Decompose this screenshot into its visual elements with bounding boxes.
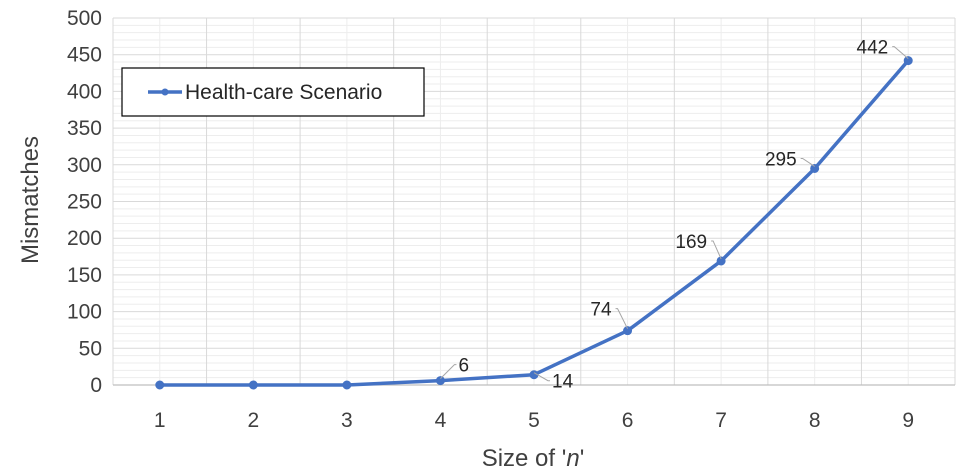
data-point bbox=[810, 163, 820, 173]
data-point bbox=[903, 56, 913, 66]
data-label: 14 bbox=[552, 372, 574, 393]
data-label: 295 bbox=[765, 149, 797, 170]
data-point bbox=[435, 376, 445, 386]
data-point bbox=[716, 256, 726, 266]
x-axis-title-suffix: ' bbox=[580, 445, 585, 472]
x-tick-label: 2 bbox=[247, 409, 259, 432]
y-tick-label: 250 bbox=[67, 191, 102, 214]
data-label-leader bbox=[615, 308, 629, 329]
y-tick-label: 200 bbox=[67, 227, 102, 250]
x-tick-label: 9 bbox=[902, 409, 914, 432]
y-tick-label: 100 bbox=[67, 301, 102, 324]
data-label-leader bbox=[892, 46, 909, 59]
y-tick-label: 0 bbox=[90, 374, 102, 397]
x-tick-label: 7 bbox=[715, 409, 727, 432]
x-tick-label: 6 bbox=[622, 409, 634, 432]
y-tick-label: 400 bbox=[67, 80, 102, 103]
y-tick-label: 500 bbox=[67, 7, 102, 30]
data-label: 169 bbox=[675, 232, 707, 253]
x-tick-label: 1 bbox=[154, 409, 166, 432]
y-axis-tick-labels: 0 50 100 150 200 250 300 350 400 450 500 bbox=[67, 7, 102, 397]
y-tick-label: 150 bbox=[67, 264, 102, 287]
y-tick-label: 350 bbox=[67, 117, 102, 140]
data-point bbox=[155, 380, 165, 390]
legend: Health-care Scenario bbox=[121, 67, 425, 117]
y-tick-label: 450 bbox=[67, 44, 102, 67]
series-layer bbox=[155, 56, 913, 390]
data-point bbox=[342, 380, 352, 390]
x-tick-label: 4 bbox=[435, 409, 447, 432]
data-labels: 6 14 74 169 295 442 bbox=[440, 38, 909, 393]
data-label: 442 bbox=[857, 38, 889, 59]
data-label-leader bbox=[440, 364, 457, 379]
x-tick-label: 5 bbox=[528, 409, 540, 432]
data-label-leader bbox=[533, 372, 550, 382]
data-label: 74 bbox=[590, 300, 612, 321]
data-label-leader bbox=[711, 240, 722, 260]
minor-gridlines bbox=[113, 18, 955, 385]
y-tick-label: 50 bbox=[79, 337, 102, 360]
x-tick-label: 3 bbox=[341, 409, 353, 432]
y-axis-title: Mismatches bbox=[17, 136, 44, 264]
x-axis-title: Size of 'n' bbox=[482, 445, 585, 472]
x-axis-title-prefix: Size of ' bbox=[482, 445, 567, 472]
legend-series-name: Health-care Scenario bbox=[185, 81, 382, 104]
y-tick-label: 300 bbox=[67, 154, 102, 177]
x-axis-tick-labels: 1 2 3 4 5 6 7 8 9 bbox=[154, 409, 914, 432]
data-label-leader bbox=[800, 157, 815, 167]
x-tick-label: 8 bbox=[809, 409, 821, 432]
x-axis-title-variable: n bbox=[566, 445, 579, 472]
data-point bbox=[623, 326, 633, 336]
data-point bbox=[248, 380, 258, 390]
legend-series-marker bbox=[161, 88, 169, 96]
data-label: 6 bbox=[458, 356, 469, 377]
